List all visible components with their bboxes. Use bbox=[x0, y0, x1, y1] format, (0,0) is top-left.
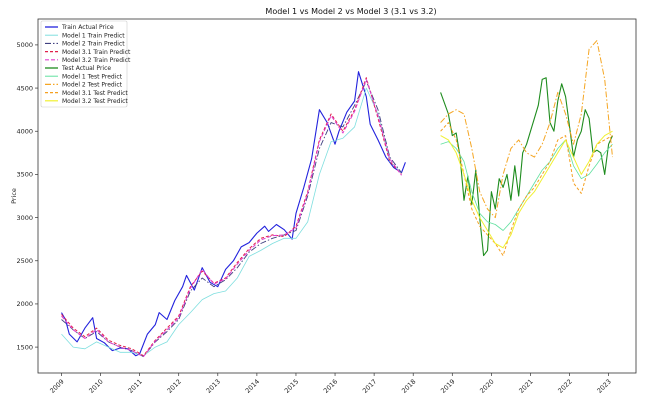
y-tick-label: 1500 bbox=[16, 343, 33, 351]
series-line-train-actual-price bbox=[61, 71, 406, 357]
x-tick-label: 2016 bbox=[322, 378, 339, 395]
series-line-model-3-1-test-predict bbox=[440, 122, 613, 257]
x-tick-label: 2022 bbox=[556, 378, 573, 395]
y-axis-label: Price bbox=[10, 188, 18, 204]
legend-entry: Model 2 Test Predict bbox=[62, 82, 123, 89]
y-tick-label: 5000 bbox=[16, 41, 33, 49]
x-tick-label: 2018 bbox=[400, 378, 417, 395]
x-tick-label: 2020 bbox=[478, 378, 495, 395]
y-tick-label: 3000 bbox=[16, 214, 33, 222]
legend-entry: Test Actual Price bbox=[61, 65, 111, 72]
legend-entry: Model 3.2 Train Predict bbox=[62, 57, 131, 64]
x-tick-label: 2017 bbox=[361, 378, 378, 395]
x-tick-label: 2009 bbox=[48, 378, 65, 395]
legend-entry: Train Actual Price bbox=[61, 24, 114, 31]
series-line-model-3-2-train-predict bbox=[61, 78, 402, 358]
legend-entry: Model 1 Train Predict bbox=[62, 32, 125, 39]
y-tick-label: 4500 bbox=[16, 84, 33, 92]
series-line-model-3-2-test-predict bbox=[440, 130, 613, 249]
x-tick-label: 2015 bbox=[283, 378, 300, 395]
x-tick-label: 2019 bbox=[439, 378, 456, 395]
series-line-model-2-train-predict bbox=[61, 80, 402, 358]
plot-area-frame bbox=[37, 18, 637, 374]
series-line-model-1-train-predict bbox=[61, 87, 402, 357]
x-tick-label: 2010 bbox=[87, 378, 104, 395]
series-line-test-actual-price bbox=[440, 77, 614, 257]
legend-entry: Model 3.1 Test Predict bbox=[62, 90, 128, 97]
legend-entry: Model 2 Train Predict bbox=[62, 41, 125, 48]
series-line-model-2-test-predict bbox=[440, 40, 613, 219]
x-tick-label: 2023 bbox=[596, 378, 613, 395]
x-tick-label: 2013 bbox=[205, 378, 222, 395]
series-layer bbox=[61, 40, 614, 358]
chart-title: Model 1 vs Model 2 vs Model 3 (3.1 vs 3.… bbox=[265, 7, 436, 16]
legend-entry: Model 1 Test Predict bbox=[62, 73, 123, 80]
x-tick-label: 2021 bbox=[517, 378, 534, 395]
legend-box bbox=[40, 20, 128, 108]
y-tick-label: 3500 bbox=[16, 171, 33, 179]
x-tick-label: 2014 bbox=[244, 378, 261, 395]
series-line-model-3-1-train-predict bbox=[61, 77, 402, 357]
x-tick-label: 2012 bbox=[166, 378, 183, 395]
y-tick-label: 2500 bbox=[16, 257, 33, 265]
y-tick-label: 4000 bbox=[16, 127, 33, 135]
legend-entry: Model 3.1 Train Predict bbox=[62, 49, 131, 56]
y-tick-label: 2000 bbox=[16, 300, 33, 308]
x-tick-label: 2011 bbox=[127, 378, 144, 395]
legend-entry: Model 3.2 Test Predict bbox=[62, 98, 128, 105]
